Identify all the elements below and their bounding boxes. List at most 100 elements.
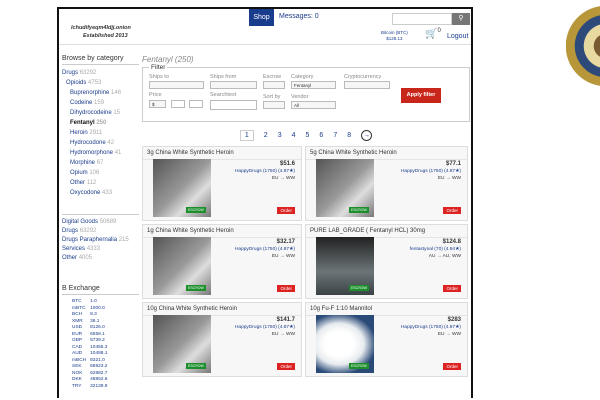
order-button[interactable]: Order (443, 285, 461, 292)
listing-title[interactable]: 10g China White Synthetic Heroin (143, 303, 301, 316)
group-item[interactable]: Drugs Paraphernalia 215 (62, 236, 139, 245)
sidebar-item-other[interactable]: Other 112 (62, 178, 139, 188)
currency-code: mBTC (72, 305, 86, 311)
group-item[interactable]: Services 4333 (62, 245, 139, 254)
exchange-row: mBCH 8321.0 (72, 358, 111, 365)
escrow-badge: ESCROW (349, 207, 369, 213)
category-select[interactable]: Fentanyl (291, 81, 336, 89)
sidebar-item-heroin[interactable]: Heroin 2911 (62, 128, 139, 138)
ships-to-label: Ships to (149, 74, 169, 80)
currency-rate: 8.3 (90, 312, 97, 317)
sidebar-item-codeine[interactable]: Codeine 159 (62, 98, 139, 108)
order-button[interactable]: Order (277, 285, 295, 292)
currency-code: mBCH (72, 357, 87, 363)
order-button[interactable]: Order (443, 207, 461, 214)
search-input[interactable] (392, 13, 452, 25)
vendor-link[interactable]: fentastynal (70) (4.94★) (409, 247, 461, 252)
vendor-link[interactable]: HappyDrugs (1750) (4.87★) (400, 325, 461, 330)
currency-rate: 66923.2 (90, 364, 108, 369)
vendor-select[interactable]: All (291, 101, 336, 109)
exchange-row: GBP 5739.2 (72, 338, 111, 345)
exchange-row: BTC 1.0 (72, 299, 111, 306)
vendor-link[interactable]: HappyDrugs (1750) (4.87★) (400, 169, 461, 174)
group-count: 50689 (99, 219, 117, 225)
logout-link[interactable]: Logout (447, 33, 469, 40)
group-item[interactable]: Drugs 63292 (62, 227, 139, 236)
listing-title[interactable]: 1g China White Synthetic Heroin (143, 225, 301, 238)
currency-code: SEK (72, 364, 82, 369)
listing-title[interactable]: 3g China White Synthetic Heroin (143, 147, 301, 160)
shop-button[interactable]: Shop (249, 9, 274, 26)
page-link[interactable]: 7 (333, 132, 338, 139)
sidebar-item-drugs[interactable]: Drugs 63292 (62, 68, 139, 78)
shipping-route: EU → WW (271, 176, 295, 181)
vendor-link[interactable]: HappyDrugs (1750) (4.87★) (234, 169, 295, 174)
shipping-route: EU → WW (271, 332, 295, 337)
sidebar-item-hydrocodone[interactable]: Hydrocodone 42 (62, 138, 139, 148)
escrow-select[interactable] (263, 81, 285, 89)
price-min-input[interactable] (171, 100, 185, 108)
order-button[interactable]: Order (277, 363, 295, 370)
group-count: 215 (118, 237, 129, 243)
order-button[interactable]: Order (277, 207, 295, 214)
page-link[interactable]: 1 (239, 130, 254, 141)
page-link[interactable]: 6 (319, 132, 324, 139)
page-link[interactable]: 3 (277, 132, 282, 139)
listing-title[interactable]: 5g China White Synthetic Heroin (306, 147, 467, 160)
group-label: Services (62, 246, 86, 252)
sidebar-item-opioids[interactable]: Opioids 4753 (62, 78, 139, 88)
category-groups: Digital Goods 50689 Drugs 63292 Drugs Para… (62, 214, 139, 263)
currency-code: TRY (72, 383, 82, 389)
category-title: Fentanyl (250) (142, 55, 194, 64)
listing-price: $141.7 (276, 317, 295, 323)
group-count: 4333 (86, 246, 101, 252)
search-button[interactable]: ⚲ (452, 13, 470, 25)
ships-from-select[interactable] (210, 81, 257, 89)
listing-title[interactable]: PURE LAB_GRADE ( Fentanyl HCL) 30mg (306, 225, 467, 238)
shipping-route: EU → WW (437, 332, 461, 337)
sort-by-select[interactable] (263, 101, 285, 109)
page-link[interactable]: 8 (347, 132, 352, 139)
btc-rate: Bitcoin (BTC) $128.13 (381, 30, 408, 42)
sidebar-item-buprenorphine[interactable]: Buprenorphine 146 (62, 88, 139, 98)
page-link[interactable]: 4 (291, 132, 296, 139)
category-count: 41 (114, 150, 122, 156)
cart-icon[interactable]: 🛒0 (425, 28, 441, 40)
sidebar-item-opium[interactable]: Opium 106 (62, 168, 139, 178)
currency-code: EUR (72, 331, 83, 337)
apply-filter-button[interactable]: Apply filter (401, 88, 441, 103)
ships-to-select[interactable] (149, 81, 204, 89)
price-max-input[interactable] (189, 100, 203, 108)
page-link[interactable]: 2 (263, 132, 268, 139)
sidebar-item-dihydrocodeine[interactable]: Dihydrocodeine 15 (62, 108, 139, 118)
filter-legend: Filter (149, 64, 168, 71)
page-link[interactable]: 5 (305, 132, 310, 139)
listing-title[interactable]: 10g Fu-F 1:10 Mannitol (306, 303, 467, 316)
currency-code: BCH (72, 312, 83, 317)
escrow-badge: ESCROW (186, 363, 206, 369)
group-item[interactable]: Other 4005 (62, 254, 139, 263)
cryptocurrency-select[interactable] (344, 81, 390, 89)
sidebar-title: Browse by category (62, 55, 139, 65)
currency-select[interactable]: $ (149, 100, 166, 108)
group-label: Digital Goods (62, 219, 99, 225)
category-label: Opioids (66, 80, 87, 86)
sidebar-item-fentanyl[interactable]: Fentanyl 250 (62, 118, 139, 128)
vendor-link[interactable]: HappyDrugs (1750) (4.87★) (234, 325, 295, 330)
currency-rate: 1.0 (90, 299, 97, 304)
group-item[interactable]: Digital Goods 50689 (62, 218, 139, 227)
order-button[interactable]: Order (443, 363, 461, 370)
currency-rate: 36.1 (90, 318, 100, 324)
currency-code: BTC (72, 299, 82, 304)
sidebar-item-morphine[interactable]: Morphine 67 (62, 158, 139, 168)
listing-card: 10g China White Synthetic Heroin ESCROW $1… (142, 302, 302, 377)
searchtext-label: Searchtext (210, 92, 237, 98)
next-page-button[interactable]: → (361, 130, 373, 141)
messages-link[interactable]: Messages: 0 (279, 13, 319, 20)
currency-code: GBP (72, 338, 83, 343)
sidebar-item-hydromorphone[interactable]: Hydromorphone 41 (62, 148, 139, 158)
category-count: 112 (86, 180, 97, 186)
searchtext-input[interactable] (210, 100, 257, 110)
vendor-link[interactable]: HappyDrugs (1750) (4.87★) (234, 247, 295, 252)
sidebar-item-oxycodone[interactable]: Oxycodone 433 (62, 188, 139, 198)
